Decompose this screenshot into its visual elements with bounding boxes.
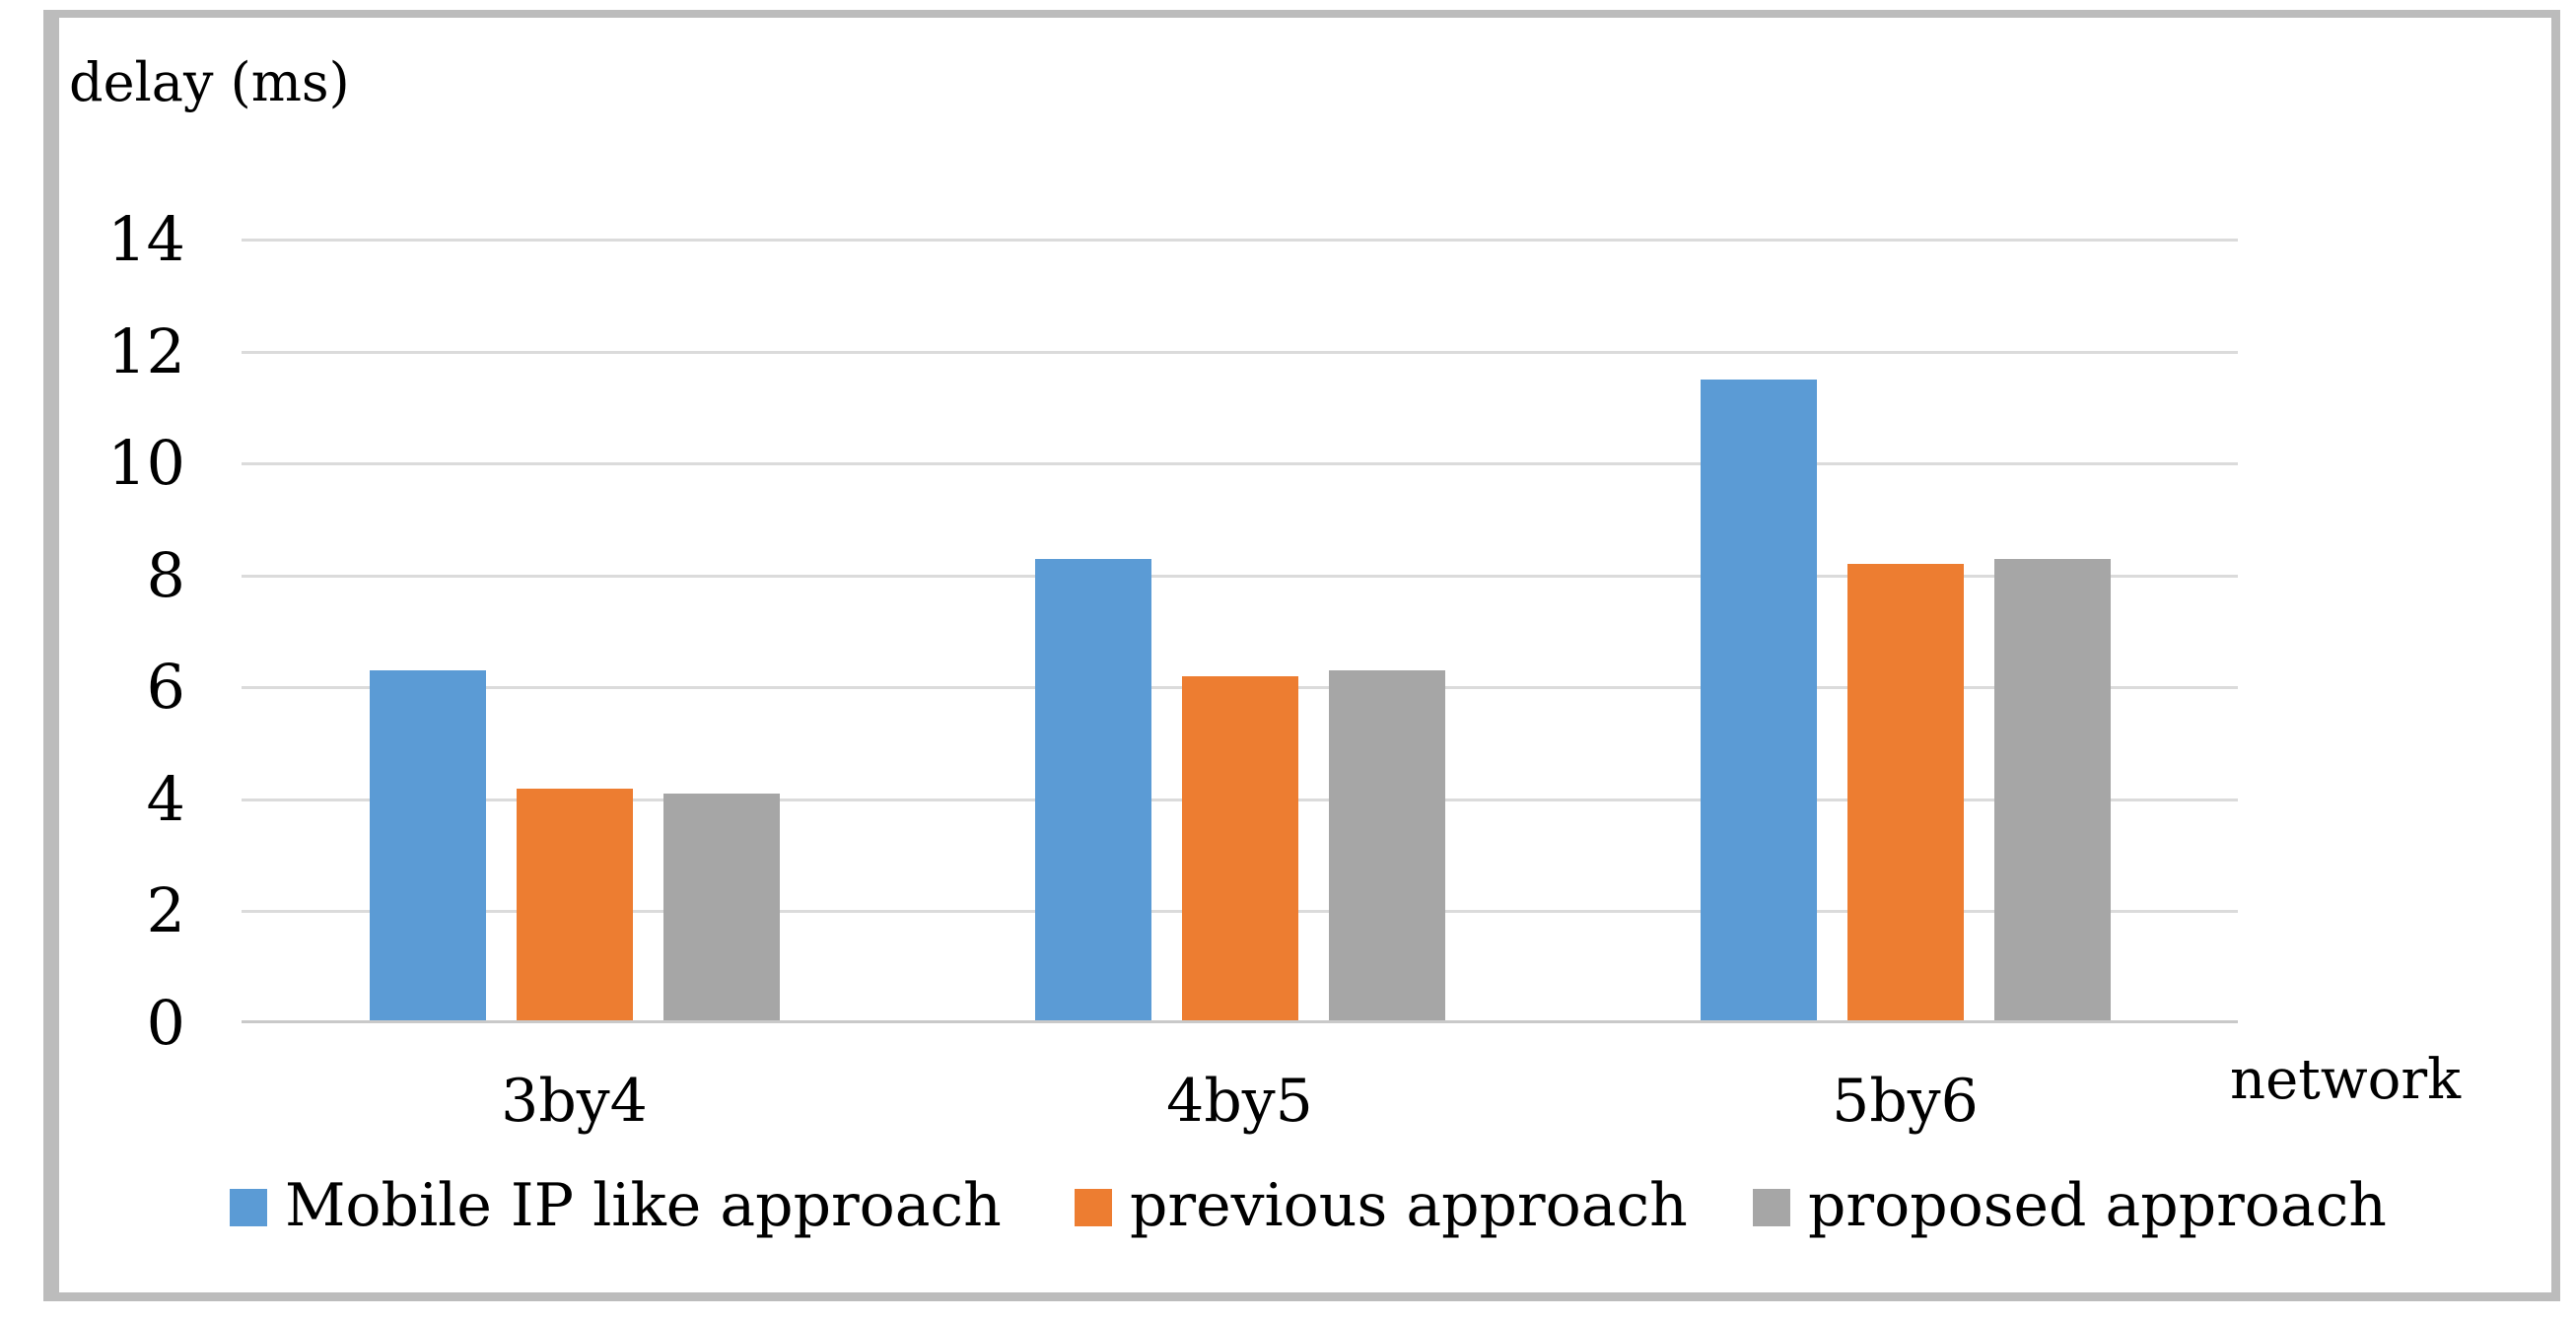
x-axis-title: network — [2230, 1048, 2462, 1112]
gridline — [242, 350, 2238, 354]
legend-swatch — [1075, 1189, 1112, 1226]
y-axis-tick-label: 8 — [146, 538, 185, 611]
legend-swatch — [230, 1189, 267, 1226]
y-axis-tick-label: 4 — [146, 762, 185, 835]
bar — [369, 670, 486, 1023]
y-axis-tick-label: 6 — [146, 651, 185, 724]
gridline — [242, 574, 2238, 578]
y-axis-tick-label: 12 — [107, 314, 185, 387]
legend-item: Mobile IP like approach — [230, 1175, 1002, 1236]
chart-frame — [43, 10, 2560, 1301]
gridline — [242, 239, 2238, 242]
bar — [1846, 564, 1964, 1023]
bar — [662, 794, 780, 1023]
x-axis-line — [242, 1020, 2238, 1023]
bar — [516, 788, 633, 1023]
y-axis-tick-label: 2 — [146, 874, 185, 947]
plot-area — [242, 239, 2238, 1023]
x-axis-category-label: 4by5 — [1166, 1067, 1313, 1136]
bar — [1181, 675, 1298, 1023]
legend-swatch — [1753, 1189, 1790, 1226]
bar — [1700, 379, 1817, 1023]
bar — [1993, 558, 2111, 1023]
legend-item: previous approach — [1075, 1175, 1688, 1236]
x-axis-category-label: 3by4 — [501, 1067, 648, 1136]
bar — [1034, 558, 1151, 1023]
legend-label: previous approach — [1130, 1171, 1688, 1240]
x-axis-category-label: 5by6 — [1832, 1067, 1979, 1136]
y-axis-tick-label: 0 — [146, 987, 185, 1059]
legend-label: proposed approach — [1808, 1171, 2387, 1240]
legend-item: proposed approach — [1753, 1175, 2387, 1236]
y-axis-title: delay (ms) — [69, 51, 350, 113]
y-axis-tick-label: 10 — [107, 427, 185, 500]
legend-label: Mobile IP like approach — [285, 1171, 1002, 1240]
y-axis-tick-label: 14 — [107, 203, 185, 275]
bar — [1328, 670, 1445, 1023]
gridline — [242, 462, 2238, 466]
